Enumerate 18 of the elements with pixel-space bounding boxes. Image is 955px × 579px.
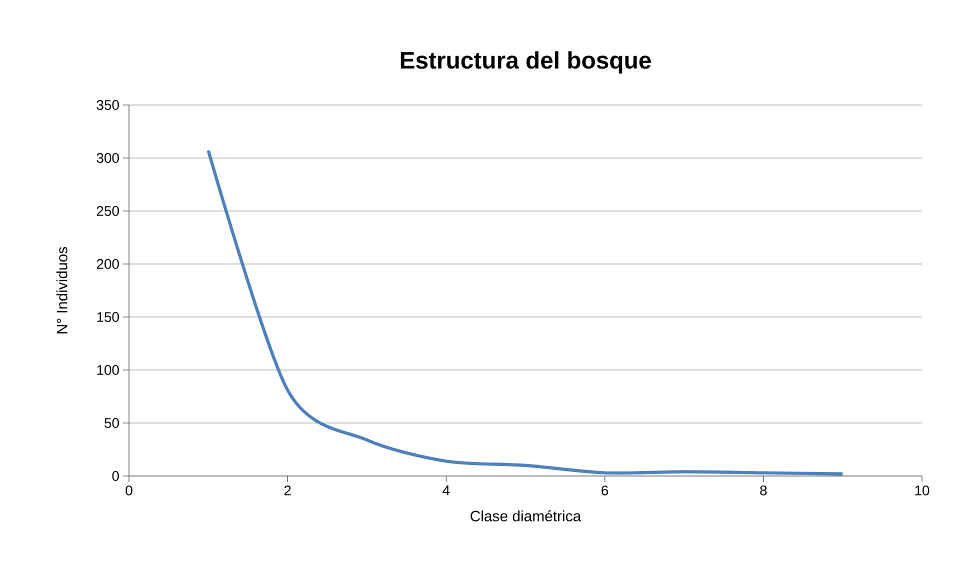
chart-title: Estructura del bosque: [400, 51, 651, 74]
y-tick-label: 50: [104, 418, 119, 428]
x-axis-title: Clase diamétrica: [470, 510, 582, 522]
x-tick-label: 0: [126, 486, 132, 496]
y-tick-label: 100: [97, 365, 119, 375]
x-tick-label: 8: [760, 486, 767, 496]
x-tick-label: 10: [915, 486, 930, 496]
x-tick-label: 4: [442, 486, 450, 496]
y-tick-label: 0: [112, 471, 119, 481]
y-tick-label: 200: [96, 259, 119, 269]
y-tick-label: 150: [97, 312, 119, 322]
y-tick-label: 300: [96, 153, 119, 163]
y-tick-label: 350: [96, 100, 119, 110]
line-series: [206, 148, 844, 476]
x-tick-label: 6: [602, 486, 608, 496]
y-axis-title: N° Individuos: [56, 246, 68, 334]
y-tick-label: 250: [96, 206, 119, 216]
x-tick-label: 2: [284, 486, 291, 496]
